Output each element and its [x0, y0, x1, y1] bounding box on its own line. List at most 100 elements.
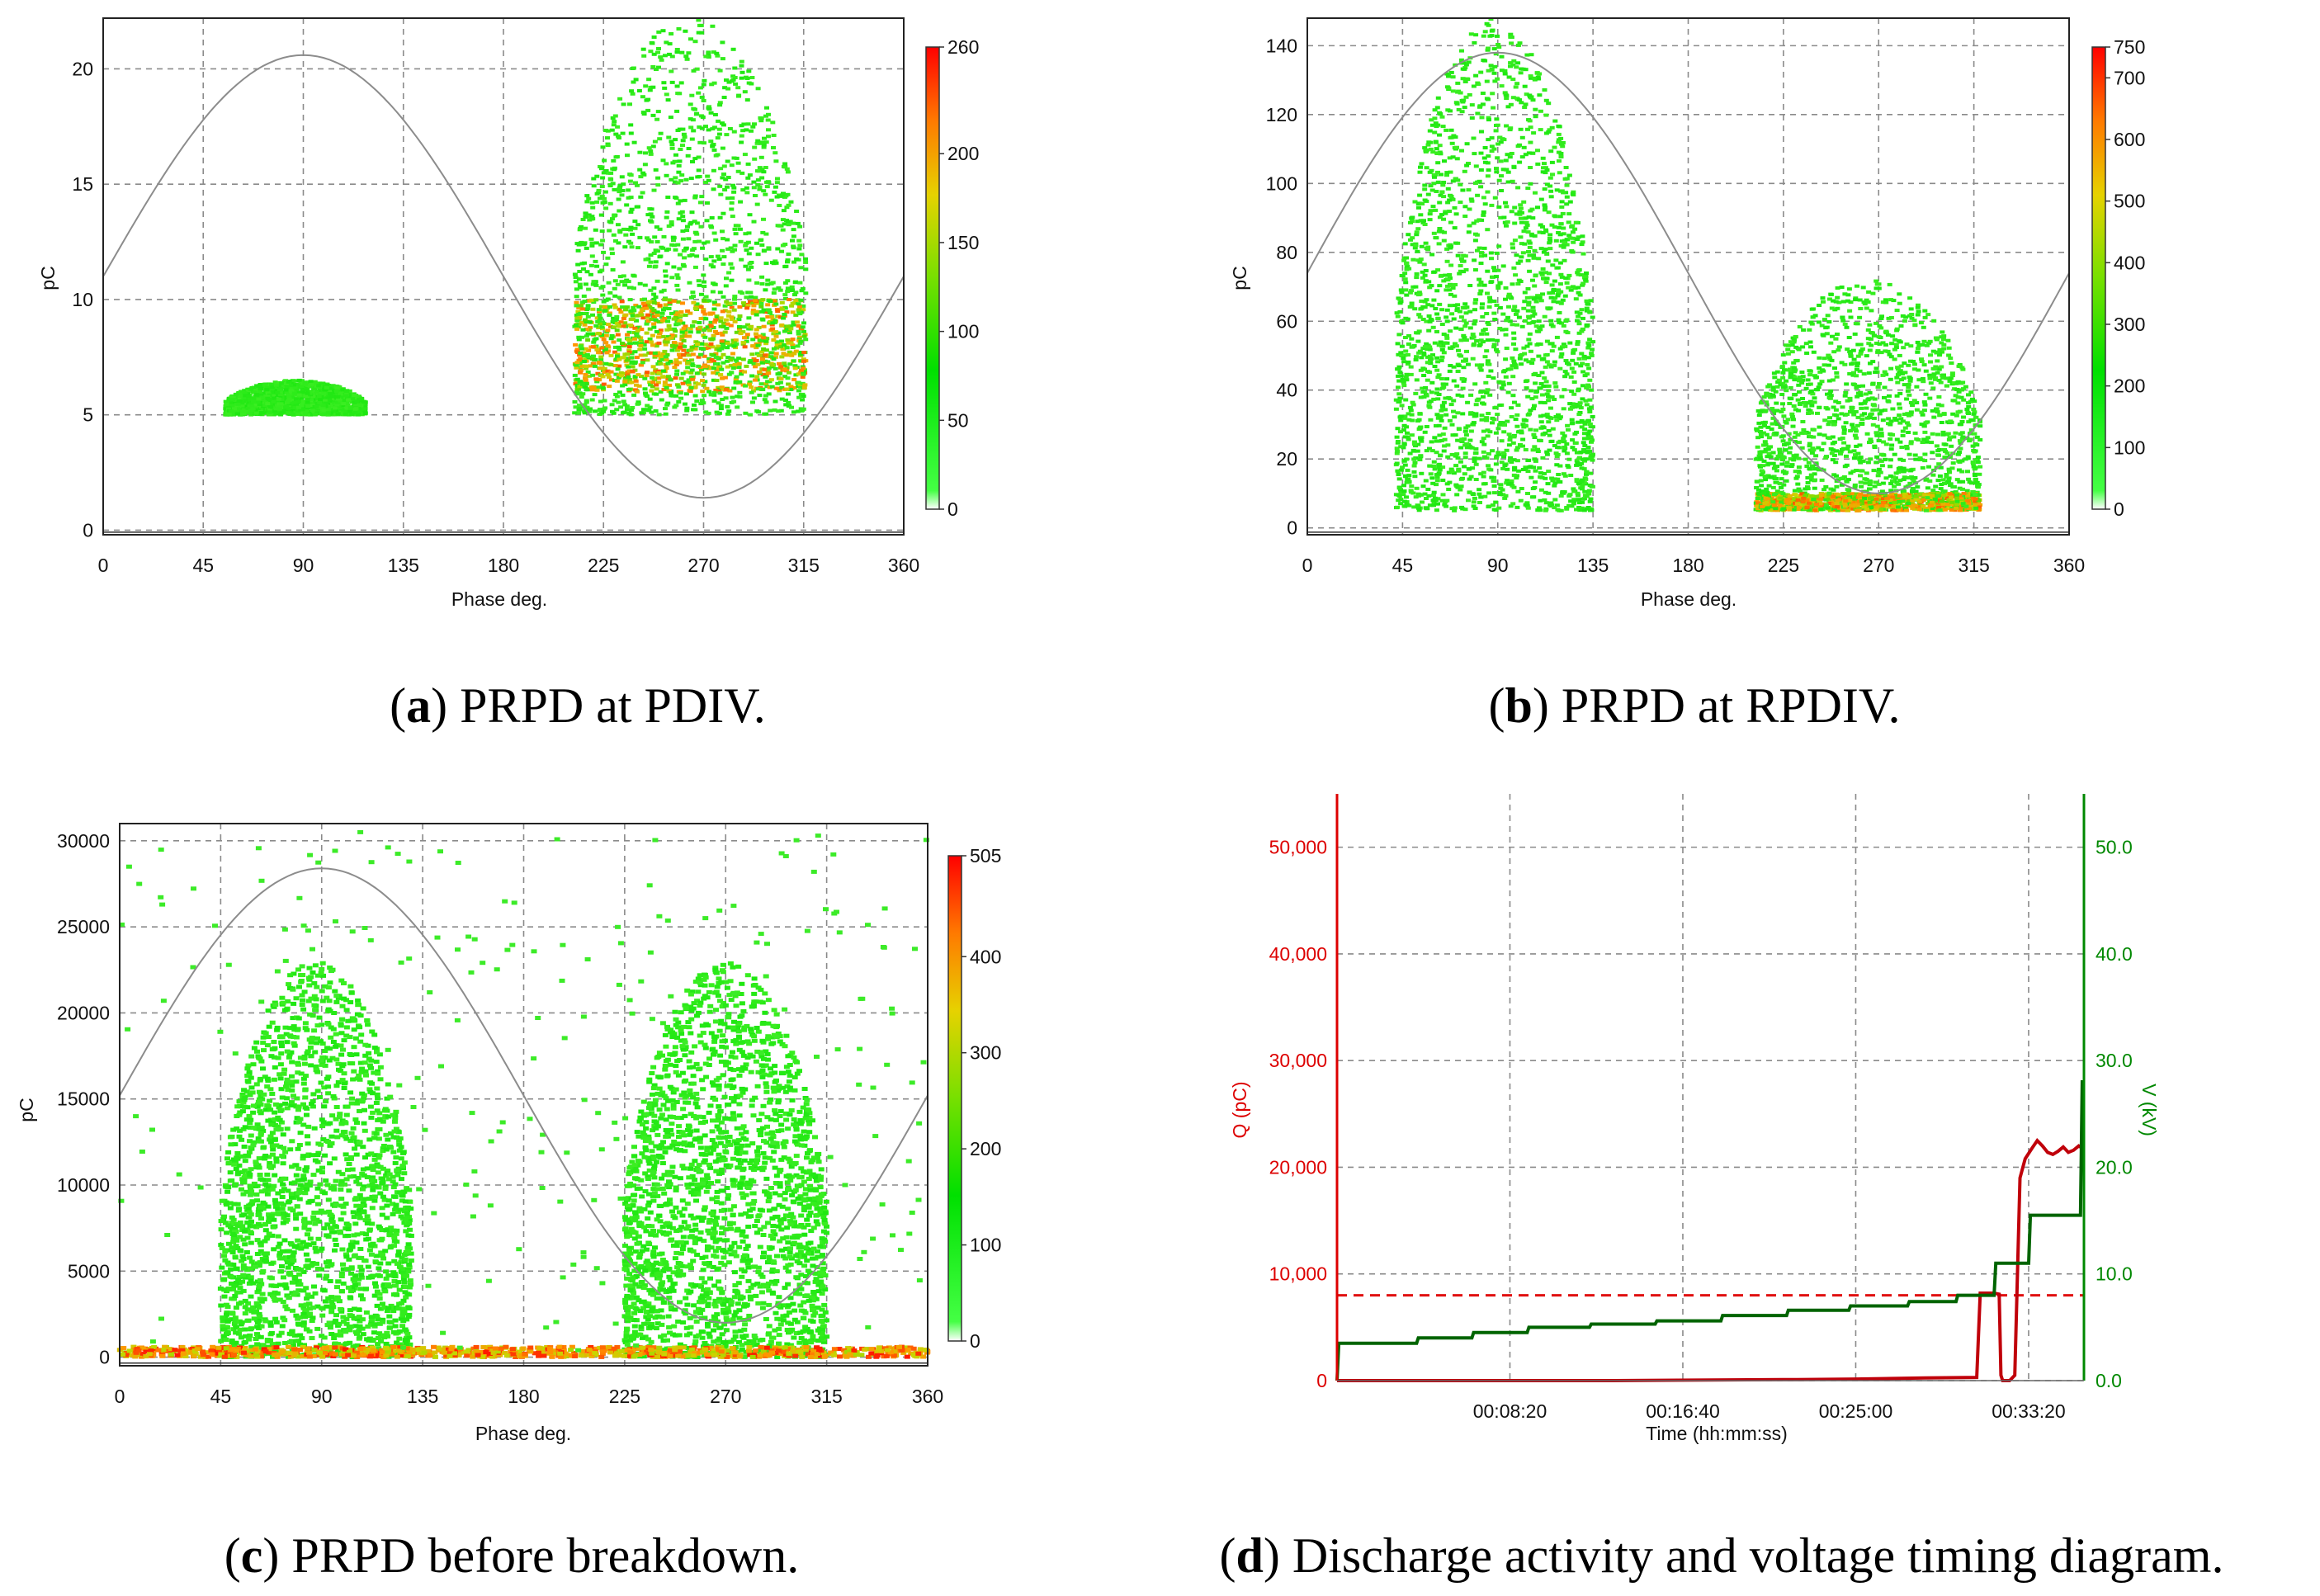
discharge-point [753, 378, 758, 382]
x-tick-label: 45 [192, 555, 214, 576]
discharge-point [243, 408, 248, 413]
discharge-point [1543, 113, 1549, 117]
discharge-point [725, 159, 730, 163]
discharge-point [1458, 201, 1463, 205]
discharge-point [773, 386, 779, 390]
discharge-point [1466, 362, 1471, 366]
discharge-point [750, 308, 756, 312]
discharge-point [683, 54, 689, 59]
discharge-point [713, 318, 719, 322]
discharge-point [1474, 363, 1480, 367]
discharge-point [795, 409, 801, 413]
discharge-point [1403, 349, 1409, 353]
discharge-point [256, 397, 262, 401]
discharge-point [1541, 385, 1547, 389]
discharge-point [666, 224, 672, 228]
discharge-point [1507, 155, 1513, 159]
discharge-point [1453, 63, 1458, 67]
discharge-point [621, 102, 626, 106]
discharge-point [595, 371, 601, 375]
discharge-point [722, 188, 728, 191]
discharge-point [719, 385, 725, 390]
discharge-point [649, 240, 654, 244]
discharge-point [338, 411, 344, 415]
discharge-point [598, 270, 602, 274]
discharge-point [751, 362, 757, 366]
discharge-point [780, 218, 786, 222]
discharge-point [637, 150, 643, 154]
discharge-point [763, 400, 769, 404]
discharge-point [1543, 384, 1549, 388]
discharge-point [1402, 272, 1408, 276]
discharge-point [645, 301, 651, 305]
discharge-point [699, 342, 705, 346]
discharge-point [727, 343, 733, 347]
discharge-point [800, 408, 805, 413]
discharge-point [1422, 430, 1428, 434]
discharge-point [1432, 467, 1438, 471]
discharge-point [800, 398, 806, 402]
discharge-point [661, 234, 667, 238]
discharge-point [600, 285, 606, 289]
discharge-point [1581, 357, 1587, 361]
discharge-point [593, 259, 598, 263]
discharge-point [590, 217, 596, 221]
discharge-point [662, 384, 668, 388]
discharge-point [634, 314, 640, 318]
discharge-point [350, 397, 356, 401]
discharge-point [758, 338, 764, 342]
discharge-point [599, 167, 604, 171]
discharge-point [678, 253, 683, 257]
discharge-point [629, 408, 635, 412]
discharge-point [328, 411, 333, 415]
discharge-point [235, 407, 240, 411]
discharge-point [791, 385, 797, 390]
discharge-point [660, 334, 666, 338]
discharge-point [642, 283, 648, 287]
discharge-point [1444, 413, 1449, 417]
discharge-point [706, 411, 711, 415]
discharge-point [594, 200, 600, 204]
discharge-point [1586, 492, 1592, 496]
discharge-point [1437, 144, 1443, 148]
discharge-point [628, 131, 634, 135]
discharge-point [1400, 274, 1406, 278]
discharge-point [775, 177, 780, 181]
discharge-point [699, 31, 705, 35]
discharge-point [608, 363, 614, 366]
discharge-point [613, 318, 619, 322]
discharge-point [1408, 220, 1413, 224]
discharge-point [715, 153, 721, 157]
discharge-point [312, 380, 318, 384]
discharge-point [680, 139, 686, 143]
discharge-point [731, 386, 737, 390]
discharge-point [787, 362, 793, 366]
discharge-point [765, 360, 771, 364]
discharge-point [747, 380, 753, 385]
discharge-point [721, 321, 727, 325]
discharge-point [605, 136, 610, 140]
discharge-point [590, 373, 596, 377]
discharge-point [718, 404, 724, 408]
discharge-point [619, 175, 625, 179]
discharge-point [788, 341, 794, 345]
discharge-point [762, 367, 768, 371]
discharge-point [1443, 382, 1448, 386]
discharge-point [628, 413, 634, 417]
discharge-point [698, 347, 704, 351]
discharge-point [585, 371, 591, 374]
discharge-point [793, 313, 799, 317]
discharge-points [223, 18, 809, 417]
discharge-point [362, 412, 368, 415]
discharge-point [676, 300, 682, 304]
discharge-point [633, 78, 639, 82]
discharge-point [1553, 258, 1559, 262]
discharge-point [1509, 415, 1514, 418]
discharge-point [1468, 475, 1474, 479]
discharge-point [1458, 446, 1464, 450]
discharge-point [788, 327, 794, 331]
discharge-point [753, 365, 758, 369]
discharge-point [583, 372, 588, 376]
discharge-point [689, 368, 695, 372]
discharge-point [733, 338, 739, 342]
